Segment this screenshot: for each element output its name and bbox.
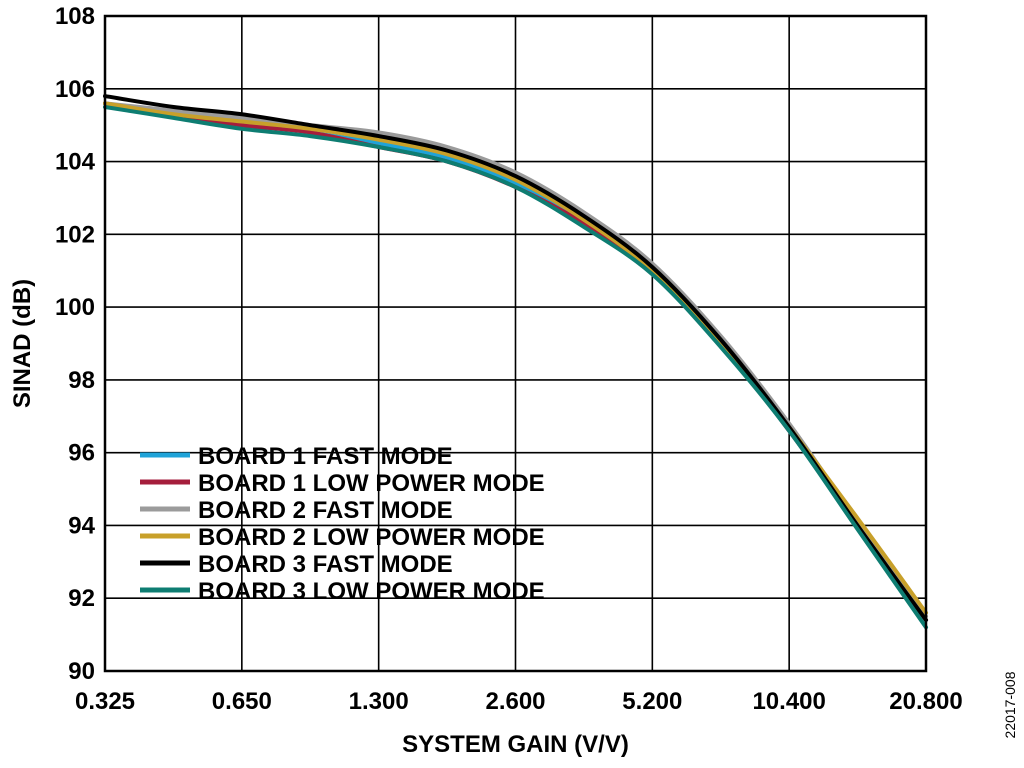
y-tick-label-3: 96 (68, 440, 95, 467)
legend-label-3: BOARD 2 FAST MODE (198, 497, 453, 524)
x-tick-label-2: 1.300 (349, 688, 409, 715)
y-tick-label-5: 100 (55, 294, 95, 321)
series-line-5 (103, 94, 928, 623)
legend-label-6: BOARD 3 LOW POWER MODE (198, 578, 545, 605)
figure-id: 22017-008 (1002, 671, 1018, 738)
legend-label-4: BOARD 2 LOW POWER MODE (198, 524, 545, 551)
y-axis-title: SINAD (dB) (9, 279, 36, 408)
x-axis-title: SYSTEM GAIN (V/V) (402, 731, 629, 758)
y-tick-label-8: 106 (55, 76, 95, 103)
series-line-6 (103, 104, 928, 630)
x-tick-label-5: 10.400 (752, 688, 825, 715)
x-tick-label-3: 2.600 (485, 688, 545, 715)
legend-label-1: BOARD 1 FAST MODE (198, 443, 453, 470)
y-tick-label-7: 104 (55, 149, 96, 176)
x-tick-label-1: 0.650 (212, 688, 272, 715)
legend-label-5: BOARD 3 FAST MODE (198, 551, 453, 578)
x-tick-label-6: 20.800 (889, 688, 962, 715)
y-tick-label-1: 92 (68, 585, 95, 612)
y-tick-label-2: 94 (68, 512, 95, 539)
y-tick-label-4: 98 (68, 367, 95, 394)
x-tick-label-0: 0.325 (75, 688, 135, 715)
series-lines (103, 94, 928, 630)
y-tick-labels: 90 92 94 96 98 100 102 104 106 108 (55, 3, 96, 685)
legend-label-2: BOARD 1 LOW POWER MODE (198, 470, 545, 497)
x-tick-labels: 0.325 0.650 1.300 2.600 5.200 10.400 20.800 (75, 688, 963, 715)
y-tick-label-9: 108 (55, 3, 95, 30)
y-tick-label-6: 102 (55, 221, 95, 248)
plot-frame (103, 14, 928, 673)
x-tick-label-4: 5.200 (622, 688, 682, 715)
y-tick-label-0: 90 (68, 658, 95, 685)
